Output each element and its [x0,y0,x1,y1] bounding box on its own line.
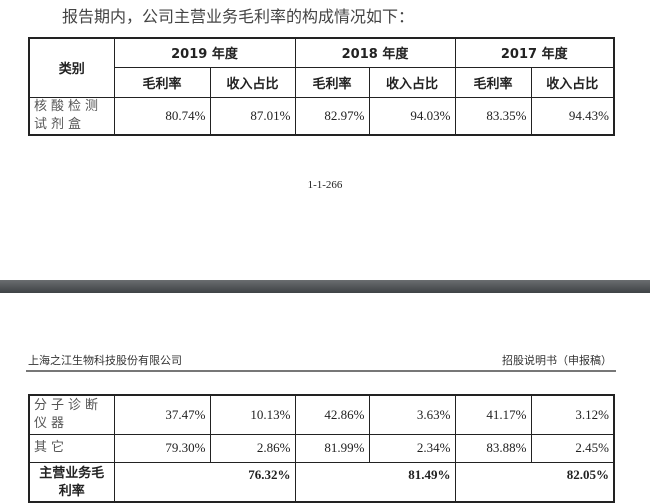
cell: 87.01% [209,96,296,136]
total-cell: 82.05% [454,461,615,502]
sub-header: 毛利率 [454,66,532,98]
year-header: 2017 年度 [454,37,615,68]
cell: 82.97% [294,96,370,136]
cell: 37.47% [113,394,211,435]
cell: 3.12% [530,394,615,435]
sub-header: 收入占比 [368,66,456,98]
cell: 2.86% [209,433,296,463]
cell: 10.13% [209,394,296,435]
sub-header: 毛利率 [294,66,370,98]
total-row: 主营业务毛利率 76.32% 81.49% 82.05% [28,461,615,502]
cell: 83.88% [454,433,532,463]
document-title: 招股说明书（申报稿） [502,354,612,367]
total-cell: 76.32% [113,461,296,502]
cell: 41.17% [454,394,532,435]
total-category: 主营业务毛利率 [28,461,115,502]
table-row: 核酸检测试剂盒 80.74% 87.01% 82.97% 94.03% 83.3… [28,96,615,136]
company-name: 上海之江生物科技股份有限公司 [28,354,182,367]
row-category: 其它 [28,433,115,463]
cell: 2.34% [368,433,456,463]
intro-text: 报告期内，公司主营业务毛利率的构成情况如下： [62,7,415,26]
cell: 79.30% [113,433,211,463]
gross-margin-table: 类别 2019 年度 2018 年度 2017 年度 毛利率 收入占比 毛利率 … [28,37,615,136]
cell: 42.86% [294,394,370,435]
category-header: 类别 [28,37,115,98]
sub-header: 收入占比 [530,66,615,98]
cell: 81.99% [294,433,370,463]
cell: 3.63% [368,394,456,435]
row-category: 分子诊断仪器 [28,394,115,435]
page-separator [0,280,650,293]
cell: 80.74% [113,96,211,136]
table-row: 分子诊断仪器 37.47% 10.13% 42.86% 3.63% 41.17%… [28,394,615,435]
year-header: 2019 年度 [113,37,296,68]
total-cell: 81.49% [294,461,456,502]
page-number: 1-1-266 [307,179,343,191]
gross-margin-table-continued: 分子诊断仪器 37.47% 10.13% 42.86% 3.63% 41.17%… [28,394,615,503]
cell: 94.03% [368,96,456,136]
year-header: 2018 年度 [294,37,456,68]
sub-header: 毛利率 [113,66,211,98]
sub-header: 收入占比 [209,66,296,98]
table-row: 其它 79.30% 2.86% 81.99% 2.34% 83.88% 2.45… [28,433,615,463]
header-rule [26,370,616,372]
cell: 2.45% [530,433,615,463]
cell: 94.43% [530,96,615,136]
cell: 83.35% [454,96,532,136]
row-category: 核酸检测试剂盒 [28,96,115,136]
